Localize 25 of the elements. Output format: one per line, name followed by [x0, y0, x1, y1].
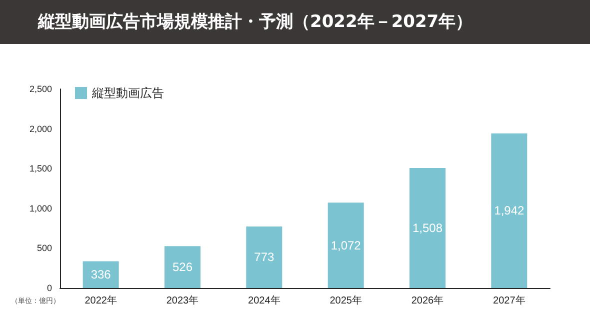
data-label: 1,072 — [330, 238, 362, 252]
bar — [410, 168, 446, 288]
data-label: 1,508 — [412, 220, 443, 235]
data-label: 336 — [90, 268, 112, 282]
x-tick-label: 2023年 — [166, 294, 199, 306]
chart-title: 縦型動画広告市場規模推計・予測（2022年－2027年） — [0, 0, 590, 44]
x-tick-label: 2027年 — [493, 294, 526, 306]
x-tick-label: 2025年 — [330, 294, 362, 306]
y-tick-label: 1,500 — [29, 164, 52, 174]
bar — [328, 202, 364, 288]
x-tick-label: 2022年 — [84, 294, 117, 306]
x-tick-label: 2026年 — [411, 294, 444, 306]
y-tick-label: 1,000 — [29, 203, 52, 214]
legend-label: 縦型動画広告 — [91, 86, 164, 100]
y-tick-label: 2,500 — [29, 84, 52, 94]
bar — [491, 133, 528, 288]
y-tick-label: 0 — [46, 283, 52, 293]
bar — [164, 246, 200, 288]
data-label: 1,942 — [494, 204, 525, 218]
y-tick-label: 500 — [36, 243, 52, 254]
y-tick-label: 2,000 — [29, 124, 52, 134]
data-label: 526 — [172, 260, 193, 274]
data-label: 773 — [254, 250, 274, 264]
x-tick-label: 2024年 — [248, 294, 280, 306]
bar — [246, 226, 282, 288]
